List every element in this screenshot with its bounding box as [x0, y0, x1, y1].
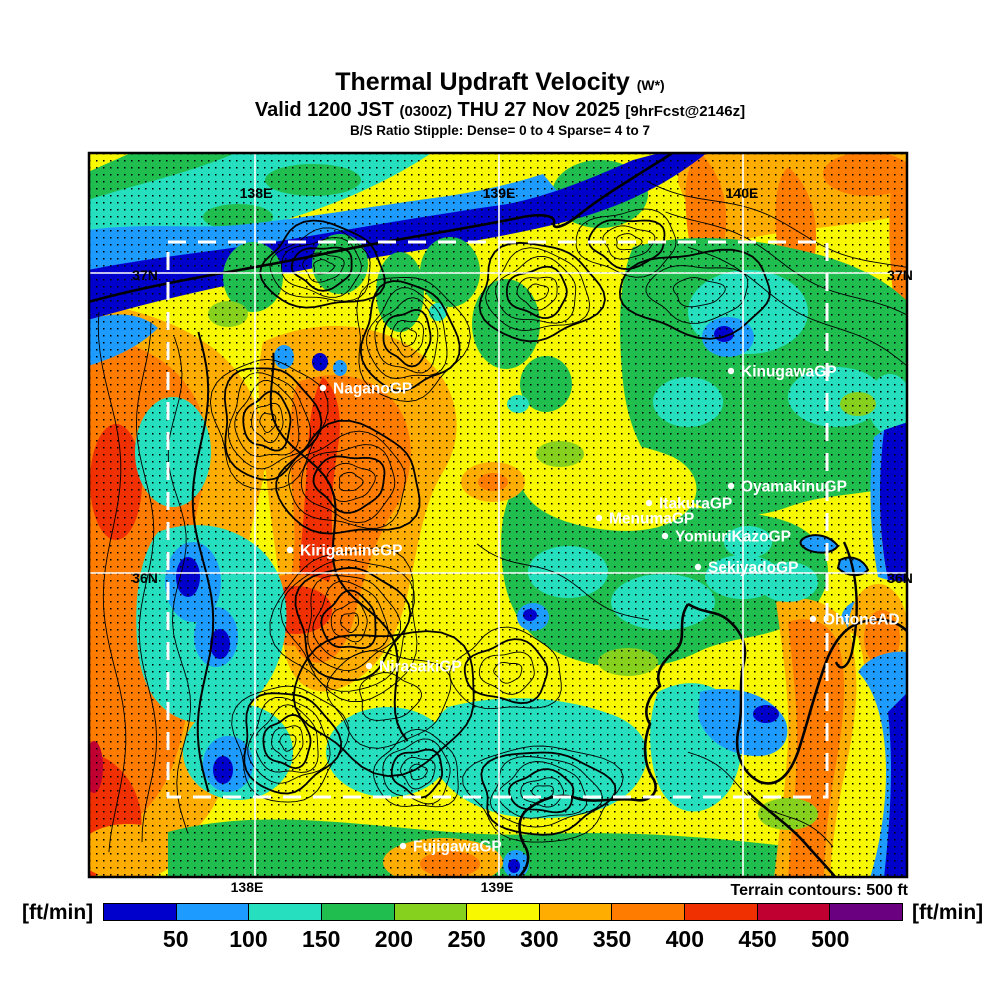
site-marker: FujigawaGP	[399, 839, 502, 856]
colorbar-tick: 250	[447, 926, 486, 952]
grid-label: 37N	[887, 267, 913, 283]
site-marker: KinugawaGP	[727, 364, 837, 381]
site-label: NaganoGP	[333, 381, 412, 398]
site-marker: NirasakiGP	[365, 659, 462, 676]
terrain-contour-note: Terrain contours: 500 ft	[730, 882, 908, 899]
colorbar-tick: 100	[229, 926, 268, 952]
map-frame	[87, 151, 909, 879]
colorbar-tick: 400	[665, 926, 704, 952]
site-dot	[645, 499, 653, 507]
colorbar-tick: 300	[520, 926, 559, 952]
grid-label: 37N	[132, 267, 158, 283]
colorbar-segment	[685, 904, 758, 920]
latlon-grid	[88, 152, 908, 878]
site-marker: NaganoGP	[319, 381, 412, 398]
site-dot	[694, 563, 702, 571]
site-dot	[595, 514, 603, 522]
colorbar-segment	[830, 904, 903, 920]
site-label: SekiyadoGP	[708, 560, 798, 577]
site-dot	[286, 546, 294, 554]
valid-zulu: (0300Z)	[399, 102, 452, 120]
site-dot	[809, 615, 817, 623]
site-marker: YomiuriKazoGP	[661, 529, 791, 546]
grid-label: 36N	[887, 570, 913, 586]
header: Thermal Updraft Velocity (W*) Valid 1200…	[0, 68, 1000, 138]
valid-date: THU 27 Nov 2025	[457, 98, 620, 121]
colorbar-tick: 500	[811, 926, 850, 952]
title-unit: (W*)	[636, 77, 665, 93]
colorbar-segment	[104, 904, 177, 920]
site-label: KinugawaGP	[741, 364, 837, 381]
site-marker: OyamakinuGP	[727, 479, 847, 496]
grid-label-bottom: 138E	[230, 879, 264, 895]
site-dot	[661, 532, 669, 540]
colorbar-unit-left: [ft/min]	[22, 901, 94, 924]
colorbar-ticks: 50 100 150 200 250 300 350 400 450 500	[0, 926, 1000, 958]
grid-labels: 138E 139E 140E 37N 36N 37N 36N	[132, 185, 913, 586]
site-marker: MenumaGP	[595, 511, 694, 528]
colorbar-segment	[176, 904, 250, 920]
site-label: NirasakiGP	[379, 659, 462, 676]
colorbar-segment	[321, 904, 395, 920]
site-marker: OhtoneAD	[809, 612, 900, 629]
colorbar-tick: 50	[162, 926, 189, 952]
colorbar-tick: 350	[592, 926, 632, 952]
site-dot	[399, 842, 407, 850]
grid-label: 138E	[240, 185, 273, 201]
site-dot	[319, 384, 327, 392]
site-dot	[727, 367, 735, 375]
map-canvas: 138E 139E 140E 37N 36N 37N 36N NaganoGP K…	[87, 151, 913, 879]
valid-prefix: Valid 1200 JST	[254, 98, 394, 121]
colorbar-segment	[612, 904, 686, 920]
forecast-tag: [9hrFcst@2146z]	[625, 102, 746, 120]
page-title: Thermal Updraft Velocity	[335, 68, 630, 96]
grid-label: 139E	[483, 185, 516, 201]
colorbar-segment	[757, 904, 831, 920]
title-line: Thermal Updraft Velocity (W*)	[0, 68, 1000, 97]
stipple-note: B/S Ratio Stipple: Dense= 0 to 4 Sparse=…	[349, 122, 651, 138]
stipple-overlay	[88, 152, 908, 878]
site-label: FujigawaGP	[413, 839, 502, 856]
valid-line: Valid 1200 JST (0300Z) THU 27 Nov 2025 […	[0, 99, 1000, 122]
forecast-map: 138E 139E 140E 37N 36N 37N 36N NaganoGP K…	[87, 151, 913, 879]
colorbar-tick: 200	[374, 926, 414, 952]
site-marker: SekiyadoGP	[694, 560, 798, 577]
colorbar-segment	[249, 904, 322, 920]
site-label: MenumaGP	[609, 511, 694, 528]
site-label: ItakuraGP	[659, 496, 732, 513]
grid-label-bottom: 139E	[480, 879, 514, 895]
site-label: KirigamineGP	[300, 543, 403, 560]
colorbar-segment	[539, 904, 613, 920]
colorbar-segment	[394, 904, 468, 920]
colorbar	[103, 903, 903, 921]
site-dot	[365, 662, 373, 670]
site-markers: NaganoGP KinugawaGP KirigamineGP OyamakinuG…	[286, 364, 900, 856]
site-label: OyamakinuGP	[741, 479, 847, 496]
inner-domain-boundary	[166, 240, 829, 799]
colorbar-unit-right: [ft/min]	[912, 901, 984, 924]
site-marker: ItakuraGP	[645, 496, 732, 513]
colorbar-segment	[467, 904, 540, 920]
site-label: YomiuriKazoGP	[675, 529, 791, 546]
velocity-field	[88, 152, 908, 878]
site-dot	[727, 482, 735, 490]
grid-label: 36N	[132, 570, 158, 586]
grid-label: 140E	[726, 185, 759, 201]
site-label: OhtoneAD	[823, 612, 900, 629]
site-marker: KirigamineGP	[286, 543, 403, 560]
colorbar-tick: 150	[301, 926, 341, 952]
colorbar-tick: 450	[738, 926, 777, 952]
